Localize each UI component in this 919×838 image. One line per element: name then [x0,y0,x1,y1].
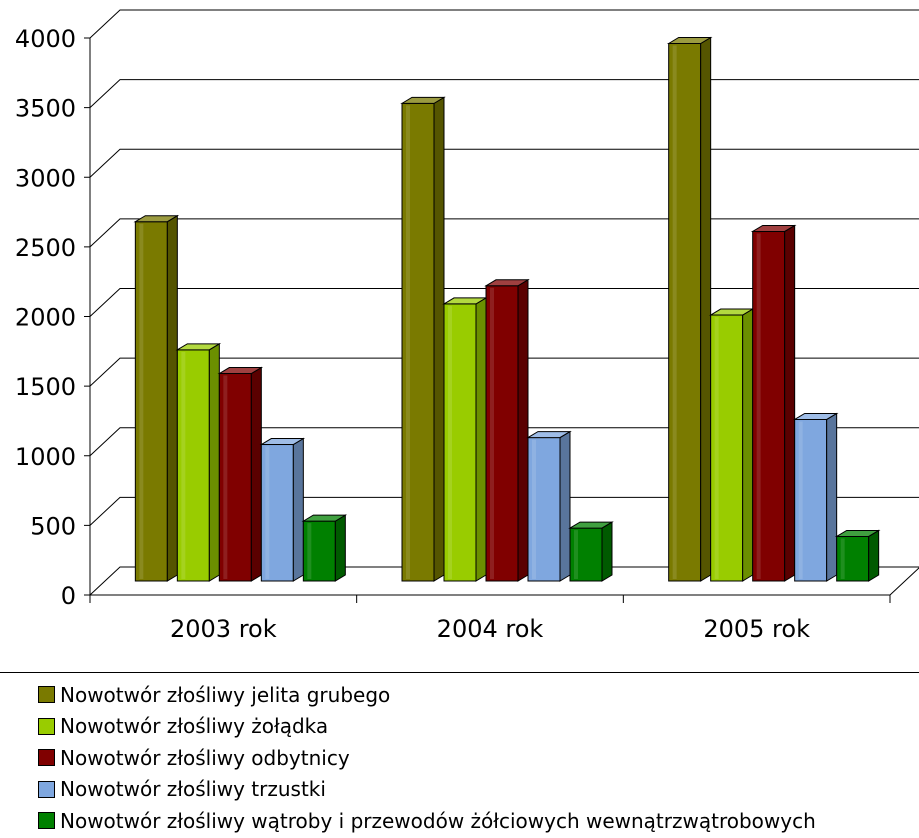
bar [175,342,222,582]
y-tick-label: 500 [30,512,76,540]
y-tick-label: 1500 [15,373,76,401]
chart-plot: 0 500 1000 1500 2000 2500 3000 3500 4000 2003 ro… [15,9,919,643]
y-tick-label: 4000 [15,25,76,53]
y-tick-label: 2500 [15,234,76,262]
bar [666,36,713,582]
bar [400,96,446,582]
chart-gridlines [89,9,919,526]
gridline [89,79,919,108]
gridline [89,218,919,248]
legend-label: Nowotwór złośliwy odbytnicy [60,745,350,770]
legend-label: Nowotwór złośliwy żołądka [60,714,329,739]
bar [708,308,755,582]
legend-swatch [38,686,55,704]
legend-item: Nowotwór złośliwy jelita grubego [38,679,919,711]
bar [792,412,839,582]
chart-bars [133,36,881,582]
gridline [89,148,919,178]
bar [484,278,530,582]
gridline [89,427,919,457]
x-category-label: 2004 rok [437,615,544,643]
y-tick-label: 1000 [15,443,76,471]
y-tick-label: 0 [61,582,76,610]
legend-item: Nowotwór złośliwy żołądka [38,711,919,743]
legend-swatch [38,717,55,735]
bar [526,430,572,582]
legend-swatch [38,749,55,767]
y-tick-label: 2000 [15,304,76,332]
bar [301,514,348,582]
chart-legend: Nowotwór złośliwy jelita grubego Nowotwór… [0,672,919,838]
bar [217,366,264,582]
x-axis-category-labels: 2003 rok 2004 rok 2005 rok [170,615,810,643]
chart: 0 500 1000 1500 2000 2500 3000 3500 4000 2003 ro… [15,9,919,643]
legend-swatch [38,812,55,830]
bar [133,214,180,582]
chart-axes [84,37,891,603]
y-axis-tick-labels: 0 500 1000 1500 2000 2500 3000 3500 4000 [15,25,76,610]
legend-label: Nowotwór złośliwy jelita grubego [60,682,391,707]
bar [834,529,881,582]
x-category-label: 2003 rok [170,615,277,643]
gridline [89,496,919,526]
legend-swatch [38,780,55,798]
legend-label: Nowotwór złośliwy wątroby i przewodów żó… [60,808,816,833]
gridline [89,357,919,387]
legend-item: Nowotwór złośliwy odbytnicy [38,742,919,774]
bar [750,224,797,582]
x-category-label: 2005 rok [703,615,810,643]
y-tick-label: 3000 [15,164,76,192]
y-tick-label: 3500 [15,95,76,123]
legend-label: Nowotwór złośliwy trzustki [60,777,326,802]
gridline [89,288,919,317]
bar [259,437,306,582]
bar [568,521,614,582]
gridline [89,9,919,39]
legend-item: Nowotwór złośliwy trzustki [38,774,919,806]
bar [442,297,488,582]
legend-item: Nowotwór złośliwy wątroby i przewodów żó… [38,805,919,837]
